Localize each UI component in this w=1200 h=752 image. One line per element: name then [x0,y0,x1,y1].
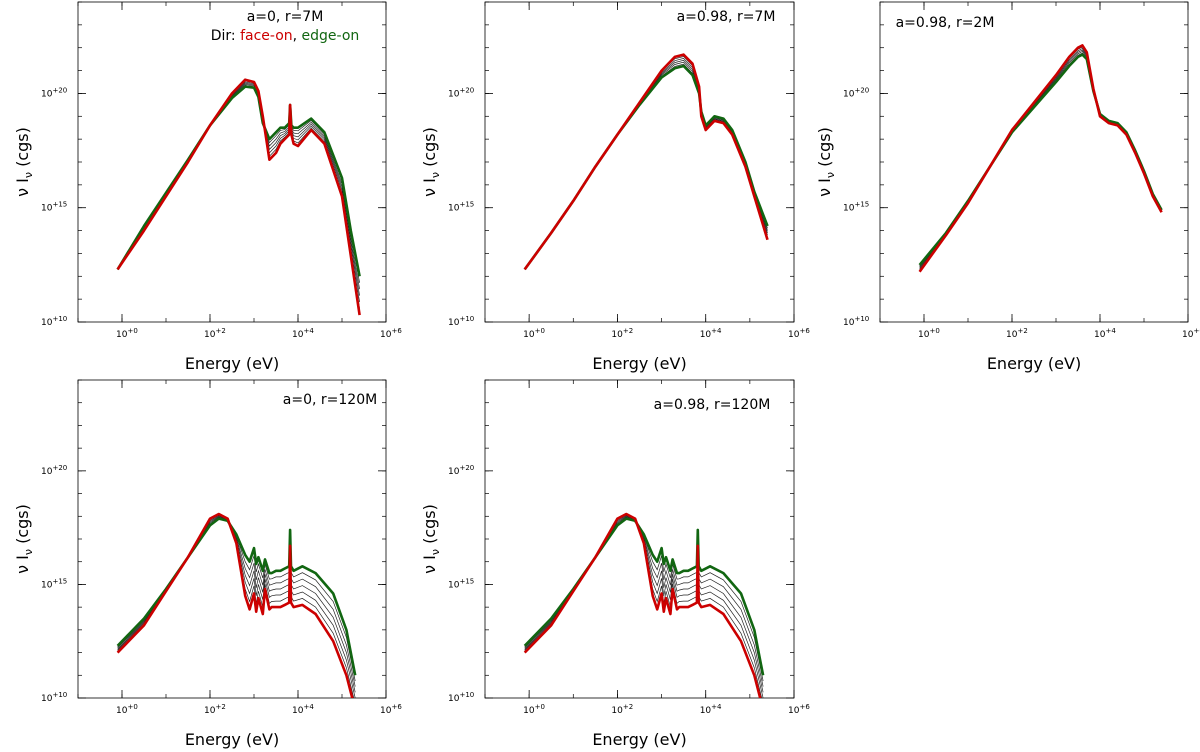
y-axis-label: ν Iν (cgs) [815,127,837,197]
intermediate-inclination-line [117,515,356,693]
y-tick-label: 10+15 [41,201,67,214]
x-tick-label: 10+4 [700,327,722,340]
axes-frame [77,1,387,323]
legend: Dir: face-on, edge-on [211,28,360,44]
x-axis-label: Energy (eV) [185,730,279,749]
x-tick-label: 10+6 [788,703,810,716]
x-tick-label: 10+4 [292,327,314,340]
x-tick-label: 10+6 [1182,327,1200,340]
y-tick-label: 10+15 [448,201,474,214]
face-on-series-line [523,53,769,271]
y-tick-label: 10+10 [448,315,474,328]
y-tick-label: 10+10 [41,691,67,704]
panel-3: 10+0 10+2 10+4 10+6 10+10 10+15 10+20 Energy (e… [815,1,1200,373]
y-axis-label: ν Iν (cgs) [420,504,442,574]
y-tick-label: 10+15 [843,201,869,214]
x-tick-label: 10+2 [204,327,226,340]
x-tick-label: 10+0 [116,703,138,716]
panel-1: 10+0 10+2 10+4 10+6 10+10 10+15 10+20 Energy (e… [13,1,402,373]
edge-on-series-line [523,517,765,676]
intermediate-inclination-line [117,81,360,303]
y-axis-label: ν Iν (cgs) [13,127,35,197]
curves [523,53,769,271]
x-tick-label: 10+2 [1006,327,1028,340]
x-tick-label: 10+0 [116,327,138,340]
y-tick-label: 10+15 [41,577,67,590]
intermediate-inclination-line [117,85,360,283]
y-tick-label: 10+20 [448,464,474,477]
intermediate-inclination-line [919,46,1162,271]
edge-on-series-line [523,64,769,271]
x-tick-label: 10+2 [611,327,633,340]
intermediate-inclination-line [524,515,764,698]
y-tick-label: 10+10 [41,315,67,328]
x-tick-label: 10+0 [523,327,545,340]
y-tick-label: 10+20 [448,86,474,99]
intermediate-inclination-line [117,82,360,296]
y-tick-label: 10+10 [843,315,869,328]
panel-annotation: a=0.98, r=7M [677,9,776,25]
curves [116,78,361,316]
y-tick-label: 10+20 [843,86,869,99]
x-tick-label: 10+6 [788,327,810,340]
intermediate-inclination-line [919,48,1162,270]
intermediate-inclination-line [524,515,764,693]
curves [918,44,1163,273]
panel-annotation: a=0, r=7M [247,9,324,25]
intermediate-inclination-line [919,51,1162,268]
face-on-series-line [523,512,762,698]
intermediate-inclination-line [919,52,1162,267]
curves [523,512,765,698]
edge-on-series-line [116,85,361,277]
x-tick-label: 10+0 [523,703,545,716]
x-tick-label: 10+4 [700,703,722,716]
legend-face-on: face-on [240,28,293,44]
x-axis-label: Energy (eV) [987,354,1081,373]
panel-5: 10+0 10+2 10+4 10+6 10+10 10+15 10+20 Energy (e… [420,379,810,749]
y-axis-label: ν Iν (cgs) [420,127,442,197]
face-on-series-line [116,78,361,316]
x-axis-label: Energy (eV) [592,354,686,373]
panel-4: 10+0 10+2 10+4 10+6 10+10 10+15 10+20 Energy (e… [13,379,402,749]
x-tick-label: 10+4 [292,703,314,716]
x-tick-label: 10+2 [611,703,633,716]
intermediate-inclination-line [919,49,1162,269]
x-tick-label: 10+4 [1094,327,1116,340]
axes-frame [484,1,795,323]
x-axis-label: Energy (eV) [185,354,279,373]
edge-on-series-line [116,517,357,676]
face-on-series-line [918,44,1163,273]
intermediate-inclination-line [117,515,356,698]
panel-annotation: a=0, r=120M [283,392,377,408]
intermediate-inclination-line [117,83,360,290]
face-on-series-line [116,512,354,698]
x-tick-label: 10+6 [380,703,402,716]
y-tick-label: 10+10 [448,691,474,704]
intermediate-inclination-line [117,80,360,309]
y-tick-label: 10+15 [448,577,474,590]
intermediate-inclination-line [524,58,768,270]
x-tick-label: 10+6 [380,327,402,340]
x-tick-label: 10+0 [918,327,940,340]
curves [116,512,357,698]
x-tick-label: 10+2 [204,703,226,716]
legend-edge-on: edge-on [302,28,360,44]
y-tick-label: 10+20 [41,86,67,99]
panel-annotation: a=0.98, r=120M [654,397,771,413]
intermediate-inclination-line [524,56,768,270]
edge-on-series-line [918,53,1163,266]
axes-frame [879,1,1189,323]
y-tick-label: 10+20 [41,464,67,477]
x-axis-label: Energy (eV) [592,730,686,749]
panel-annotation: a=0.98, r=2M [896,15,995,31]
panel-2: 10+0 10+2 10+4 10+6 10+10 10+15 10+20 Energy (e… [420,1,810,373]
intermediate-inclination-line [524,516,764,687]
y-axis-label: ν Iν (cgs) [13,504,35,574]
intermediate-inclination-line [117,516,356,687]
